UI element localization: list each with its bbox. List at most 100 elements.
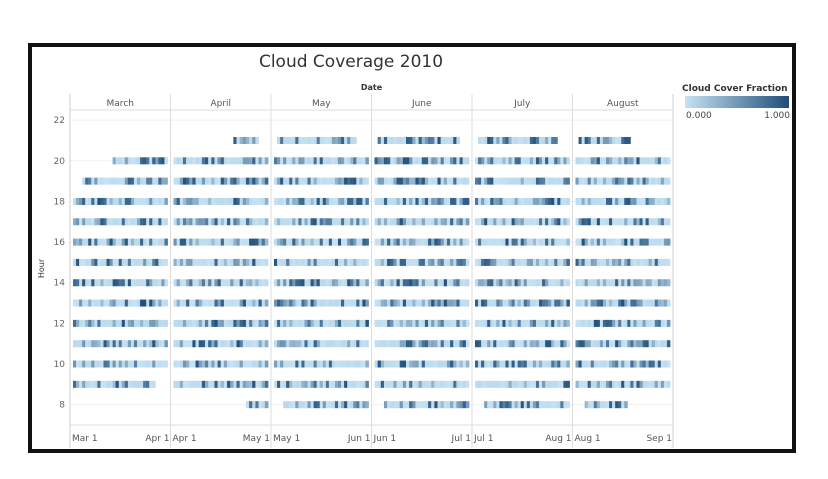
heatmap-cell [149,319,153,327]
heatmap-cell [109,279,114,287]
heatmap-cell [143,197,147,205]
heatmap-cell [418,258,423,266]
heatmap-cell [274,218,278,226]
heatmap-cell [499,258,503,266]
heatmap-cell [313,258,318,266]
heatmap-cell [217,238,222,246]
heatmap-cell [657,340,662,348]
heatmap-cell [220,218,225,226]
heatmap-cell [584,218,589,226]
heatmap-cell [310,197,315,205]
heatmap-cell [493,360,497,368]
heatmap-cell [319,258,324,266]
heatmap-cell [387,197,391,205]
heatmap-cell [599,340,604,348]
heatmap-cell [605,136,610,144]
heatmap-cell [239,258,244,266]
heatmap-cell [502,197,506,205]
heatmap-cell [245,157,250,165]
heatmap-cell [575,177,579,185]
heatmap-cell [514,136,519,144]
heatmap-cell [249,136,253,144]
heatmap-cell [545,136,549,144]
heatmap-cell [387,360,391,368]
heatmap-cell [596,238,601,246]
heatmap-cell [338,340,342,348]
heatmap-cell [121,177,126,185]
heatmap-cell [301,258,305,266]
heatmap-cell [331,238,336,246]
heatmap-cell [140,238,144,246]
heatmap-cell [220,319,225,327]
heatmap-cell [563,238,567,246]
x-tick-label-start: Jun 1 [373,434,397,444]
heatmap-cell [563,340,567,348]
heatmap-cell [115,258,120,266]
heatmap-cell [362,319,366,327]
heatmap-cell [406,197,410,205]
heatmap-cell [301,197,305,205]
heatmap-cell [313,299,318,307]
heatmap-cell [529,238,534,246]
heatmap-cell [523,319,528,327]
heatmap-cell [508,258,512,266]
heatmap-cell [502,380,506,388]
heatmap-cell [514,197,519,205]
heatmap-cell [164,258,168,266]
heatmap-cell [133,238,138,246]
heatmap-cell [208,279,212,287]
heatmap-cell [189,360,193,368]
heatmap-cell [642,340,647,348]
heatmap-cell [481,177,485,185]
heatmap-cell [377,258,382,266]
heatmap-cell [642,279,647,287]
heatmap-cell [484,197,488,205]
heatmap-cell [301,380,305,388]
heatmap-cell [277,380,281,388]
heatmap-cell [496,177,500,185]
heatmap-cell [633,319,637,327]
heatmap-cell [642,218,647,226]
heatmap-cell [192,360,196,368]
heatmap-cell [602,360,607,368]
heatmap-cell [143,380,147,388]
heatmap-cell [523,218,528,226]
heatmap-cell [526,319,531,327]
heatmap-cell [227,238,231,246]
heatmap-cell [387,340,391,348]
heatmap-cell [418,157,423,165]
heatmap-cell [310,238,315,246]
heatmap-cell [261,340,266,348]
heatmap-cell [214,279,218,287]
heatmap-cell [280,299,284,307]
heatmap-cell [189,258,193,266]
heatmap-cell [618,299,622,307]
heatmap-cell [421,401,426,409]
heatmap-cell [493,340,497,348]
heatmap-cell [636,197,640,205]
heatmap-cell [520,177,525,185]
heatmap-cell [143,340,147,348]
heatmap-cell [344,401,348,409]
heatmap-cell [393,360,397,368]
heatmap-cell [493,238,497,246]
heatmap-cell [618,401,622,409]
heatmap-cell [365,238,369,246]
heatmap-cell [383,136,388,144]
heatmap-cell [161,319,165,327]
heatmap-cell [484,177,488,185]
heatmap-cell [205,157,209,165]
heatmap-cell [584,136,589,144]
heatmap-cell [590,238,595,246]
heatmap-cell [520,218,525,226]
heatmap-cell [334,360,339,368]
heatmap-cell [520,360,525,368]
heatmap-cell [535,177,540,185]
heatmap-cell [383,401,388,409]
heatmap-cell [140,360,144,368]
heatmap-cell [539,177,543,185]
heatmap-cell [660,360,665,368]
heatmap-cell [133,218,138,226]
heatmap-cell [387,258,391,266]
heatmap-cell [304,279,308,287]
